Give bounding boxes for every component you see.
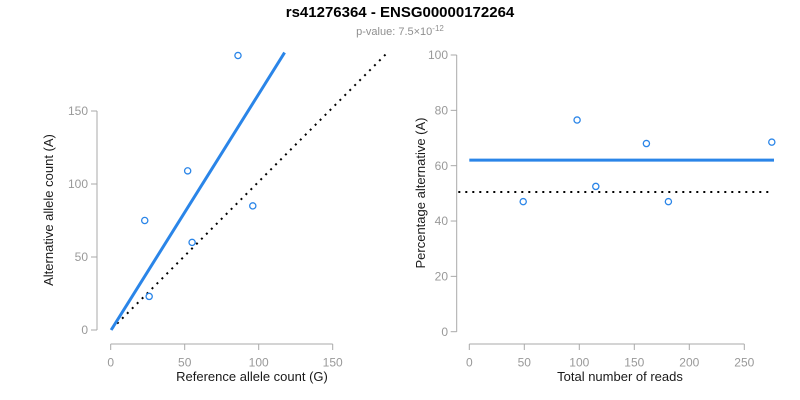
data-point [234,51,242,60]
x-tick-label: 100 [249,356,269,370]
y-tick-label: 40 [435,214,449,228]
data-point [519,197,527,206]
y-tick-label: 100 [428,48,448,62]
y-tick-label: 150 [68,104,88,118]
x-tick-label: 250 [734,356,754,370]
y-tick-label: 0 [81,323,88,337]
data-point [249,202,257,210]
chart-subtitle: p-value: 7.5×10-12 [0,22,800,39]
chart-title: rs41276364 - ENSG00000172264 [285,4,515,21]
data-point [188,238,196,247]
pvalue-prefix: p-value: [356,26,399,38]
x-tick-label: 100 [569,356,589,370]
x-axis-title: Total number of reads [557,369,683,384]
y-tick-label: 0 [441,325,448,339]
y-tick-label: 100 [68,177,88,191]
data-point [642,139,651,148]
x-tick-label: 200 [679,356,699,370]
data-point [664,197,673,206]
x-tick-label: 0 [107,356,114,370]
data-point [145,292,153,301]
y-axis-title: Alternative allele count (A) [41,134,56,286]
pvalue-value: 7.5×10 [398,26,433,38]
data-point [140,216,149,225]
y-tick-label: 50 [75,250,89,264]
fit-line [109,51,286,331]
x-tick-label: 50 [178,356,192,370]
data-point [183,167,192,175]
data-point [592,182,600,191]
x-tick-label: 50 [518,356,532,370]
x-tick-label: 0 [466,356,473,370]
x-axis-title: Reference allele count (G) [176,369,328,384]
x-tick-label: 150 [624,356,644,370]
y-tick-label: 20 [435,270,449,284]
y-tick-label: 80 [435,104,449,118]
data-point [768,138,776,146]
chart-header: rs41276364 - ENSG00000172264 p-value: 7.… [0,0,800,39]
identity-line [111,51,389,330]
data-point [573,116,581,124]
x-tick-label: 150 [323,356,343,370]
y-axis-title: Percentage alternative (A) [413,117,428,268]
y-tick-label: 60 [435,159,449,173]
pvalue-exponent: -12 [432,24,444,33]
